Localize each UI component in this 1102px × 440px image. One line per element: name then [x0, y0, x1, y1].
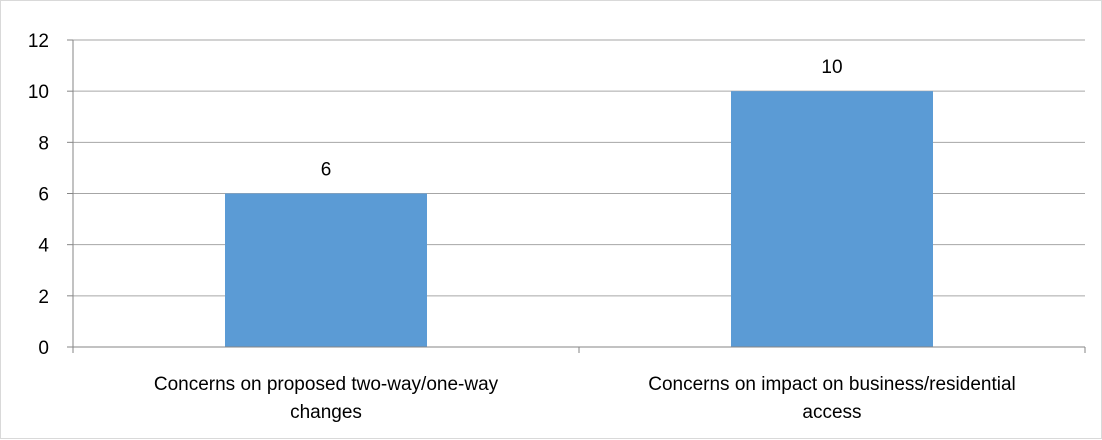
y-tick-label: 10 — [28, 82, 49, 103]
y-tick-label: 0 — [38, 338, 49, 359]
data-labels: 6 10 — [321, 57, 843, 180]
category-label-1-line-2: changes — [290, 402, 362, 423]
y-tick-label: 12 — [28, 31, 49, 52]
y-tick-label: 6 — [38, 185, 49, 206]
category-label-2-line-1: Concerns on impact on business/residenti… — [648, 374, 1016, 395]
gridlines — [73, 39, 1085, 297]
category-label-2-line-2: access — [802, 402, 861, 423]
data-label-1: 6 — [321, 160, 332, 181]
y-tick-label: 4 — [38, 236, 49, 257]
y-tick-label: 8 — [38, 133, 49, 154]
bar-1 — [225, 193, 427, 347]
axes — [67, 39, 1086, 353]
data-label-2: 10 — [821, 57, 842, 78]
bars — [225, 91, 933, 348]
x-tick-labels: Concerns on proposed two-way/one-way chan… — [154, 374, 1016, 423]
category-label-1-line-1: Concerns on proposed two-way/one-way — [154, 374, 499, 395]
bar-2 — [731, 91, 933, 348]
y-tick-label: 2 — [38, 287, 49, 308]
y-tick-labels: 0 2 4 6 8 10 12 — [28, 31, 50, 359]
